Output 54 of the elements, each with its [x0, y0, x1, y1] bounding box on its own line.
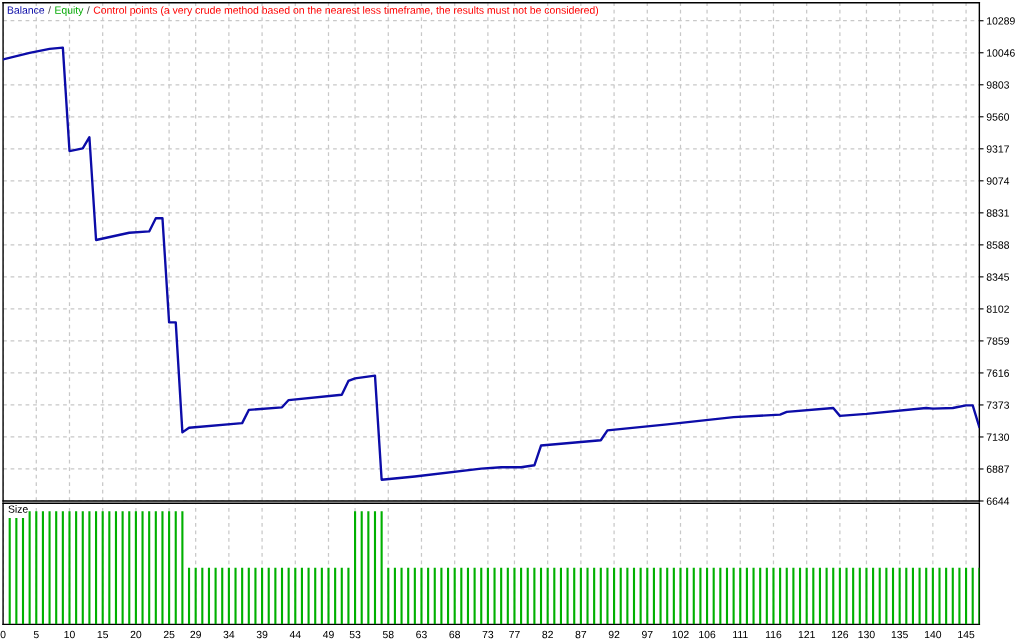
- x-tick-label: 106: [699, 630, 716, 639]
- x-tick-label: 92: [608, 630, 620, 639]
- x-tick-label: 68: [449, 630, 461, 639]
- x-tick-label: 111: [733, 630, 748, 639]
- y-tick-label: 9317: [986, 145, 1009, 153]
- x-tick-label: 25: [163, 630, 175, 639]
- chart-title: Size: [8, 505, 28, 513]
- y-tick-label: 7616: [986, 369, 1010, 377]
- y-tick-label: 7130: [986, 433, 1010, 441]
- y-tick-label: 10289: [987, 17, 1015, 25]
- x-tick-label: 29: [190, 630, 201, 639]
- x-tick-label: 0: [0, 630, 6, 639]
- y-tick-label: 8588: [986, 241, 1010, 249]
- y-tick-label: 6887: [986, 465, 1009, 473]
- x-tick-label: 39: [256, 630, 268, 639]
- x-tick-label: 121: [798, 630, 815, 639]
- text: Balance: [7, 6, 45, 14]
- y-tick-label: 7373: [986, 401, 1010, 409]
- x-tick-label: 53: [349, 630, 361, 639]
- x-tick-label: 63: [416, 630, 427, 639]
- x-tick-label: 135: [891, 630, 908, 639]
- x-tick-label: 49: [322, 630, 334, 639]
- x-tick-label: 44: [289, 630, 301, 639]
- y-tick-label: 8831: [986, 209, 1009, 217]
- x-tick-label: 97: [641, 630, 653, 639]
- x-tick-label: 77: [509, 630, 520, 639]
- y-tick-label: 7859: [986, 337, 1009, 345]
- legend-label: Control points (a very crude method based on the nearest less timeframe, the results must not be considered): [93, 6, 599, 16]
- x-tick-label: 34: [223, 630, 235, 639]
- annotation: /: [48, 6, 51, 14]
- legend-label: Equity: [55, 6, 84, 16]
- x-tick-label: 58: [382, 630, 394, 639]
- x-tick-label: 130: [858, 630, 875, 639]
- y-tick-label: 9803: [986, 81, 1010, 89]
- x-tick-label: 140: [924, 630, 942, 639]
- x-tick-label: 20: [130, 630, 142, 639]
- y-tick-label: 9560: [986, 113, 1010, 121]
- x-tick-label: 87: [575, 630, 587, 639]
- x-tick-label: 5: [33, 630, 39, 639]
- x-tick-label: 73: [482, 630, 494, 639]
- line-series: [3, 46, 980, 481]
- y-tick-label: 10046: [987, 49, 1015, 57]
- x-tick-label: 126: [831, 630, 849, 639]
- x-tick-label: 102: [672, 630, 689, 639]
- x-tick-label: 116: [765, 630, 782, 639]
- y-tick-label: 6644: [986, 497, 1010, 505]
- x-tick-label: 145: [958, 630, 975, 639]
- x-tick-label: 82: [542, 630, 553, 639]
- y-tick-label: 8102: [986, 305, 1009, 313]
- annotation: /: [86, 6, 90, 14]
- x-tick-label: 15: [97, 630, 109, 639]
- y-tick-label: 9074: [986, 177, 1010, 185]
- x-tick-label: 10: [64, 630, 75, 639]
- y-tick-label: 8345: [986, 273, 1010, 281]
